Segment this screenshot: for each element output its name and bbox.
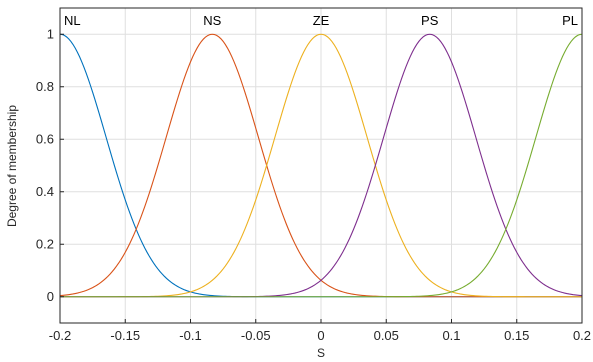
mf-label-ns: NS: [203, 13, 221, 28]
x-tick-label: -0.2: [49, 328, 71, 343]
y-axis-label: Degree of membership: [5, 105, 19, 227]
series-line-pl: [60, 33, 583, 298]
mf-label-pl: PL: [562, 13, 578, 28]
y-tick-label: 0.6: [36, 131, 54, 146]
x-tick-label: -0.1: [179, 328, 201, 343]
x-tick-label: 0.1: [442, 328, 460, 343]
y-tick-label: 0: [47, 289, 54, 304]
mf-label-ze: ZE: [313, 13, 330, 28]
x-tick-label: 0.05: [374, 328, 399, 343]
mf-label-nl: NL: [64, 13, 81, 28]
y-tick-label: 0.8: [36, 79, 54, 94]
y-tick-label: 0.4: [36, 184, 54, 199]
x-tick-label: -0.15: [110, 328, 140, 343]
y-tick-label: 1: [47, 26, 54, 41]
x-tick-label: -0.05: [241, 328, 271, 343]
series-group: [59, 33, 583, 298]
mf-label-ps: PS: [421, 13, 439, 28]
y-tick-label: 0.2: [36, 236, 54, 251]
x-tick-label: 0.15: [504, 328, 529, 343]
ticks: -0.2 -0.15 -0.1 -0.05 0 0.05 0.1 0.15 0.2 0 0.2 0.4…: [36, 26, 591, 343]
x-tick-label: 0.2: [573, 328, 591, 343]
x-axis-label: S: [317, 346, 325, 360]
mf-labels: NL NS ZE PS PL: [64, 13, 578, 28]
x-tick-label: 0: [317, 328, 324, 343]
